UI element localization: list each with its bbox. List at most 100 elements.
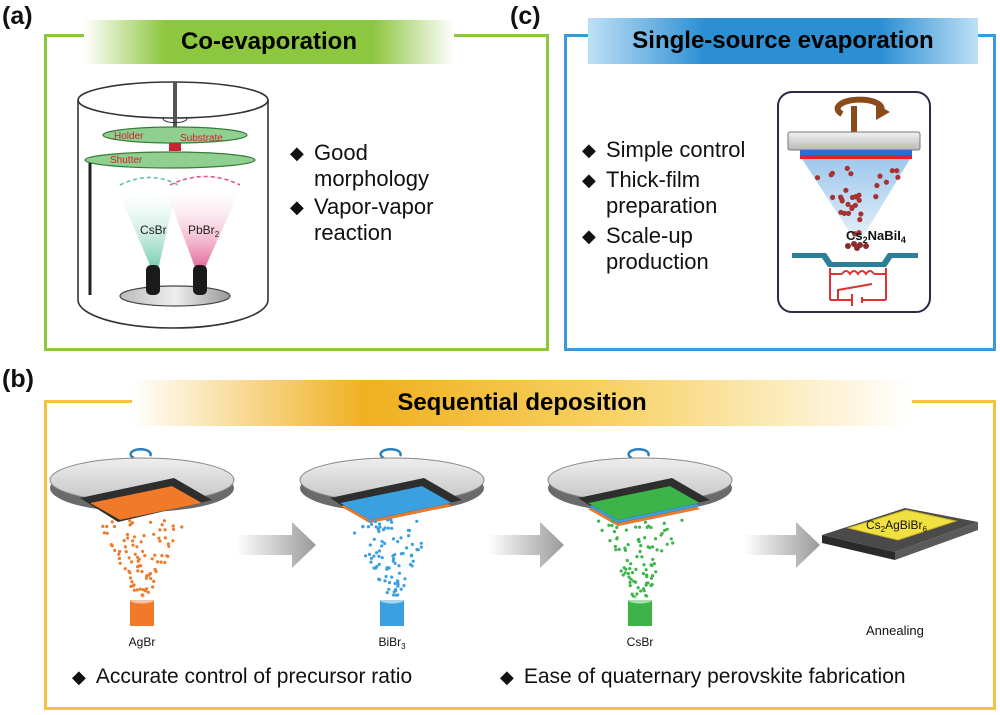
pbbr2-boat — [193, 265, 207, 295]
vapor-particle — [136, 569, 140, 573]
vapor-particle — [402, 584, 406, 588]
vapor-particle — [380, 539, 384, 544]
vapor-particle — [625, 558, 629, 563]
vapor-particle — [629, 562, 633, 566]
vapor-particle — [643, 520, 648, 524]
vapor-particle — [385, 591, 389, 595]
vapor-particle — [635, 555, 639, 559]
vapor-particle — [139, 540, 143, 544]
vapor-particle — [128, 571, 132, 575]
rotation-arrow-icon — [627, 448, 650, 460]
vapor-particle — [160, 554, 164, 558]
vapor-particle — [122, 539, 126, 543]
vapor-particle — [375, 551, 379, 555]
vapor-particle — [644, 583, 648, 587]
vapor-particle — [143, 554, 147, 558]
vapor-particle — [377, 549, 382, 553]
deposition-station: BiBr3 — [299, 448, 485, 651]
bullet-item: ◆ Good morphology — [290, 140, 429, 191]
film-red-layer — [800, 155, 912, 159]
vapor-particle — [615, 525, 619, 530]
vapor-particle — [158, 539, 162, 543]
vapor-particle — [369, 560, 373, 564]
shutter-plate — [84, 151, 256, 169]
vapor-particle — [392, 557, 396, 561]
vapor-particle — [660, 549, 664, 553]
diamond-bullet-icon: ◆ — [582, 140, 596, 160]
vapor-particle — [638, 525, 642, 529]
vapor-particle — [383, 541, 387, 546]
vapor-particle — [367, 552, 372, 557]
vapor-particle — [392, 593, 396, 597]
vapor-particle — [135, 545, 139, 549]
vapor-particle — [163, 560, 167, 565]
vapor-particle — [375, 564, 379, 569]
vapor-particle — [607, 523, 611, 527]
rotation-arrow-icon — [162, 116, 188, 124]
vapor-particle — [372, 537, 376, 541]
panel-a-bullets: ◆ Good morphology ◆ Vapor-vapor reaction — [290, 140, 433, 246]
vapor-particle — [123, 545, 127, 549]
vapor-particle — [105, 531, 109, 535]
vapor-particle — [419, 541, 423, 545]
vapor-particle — [129, 584, 133, 589]
panel-b-title: Sequential deposition — [132, 380, 912, 426]
vapor-particle — [632, 579, 636, 583]
bullet-item: ◆ Scale-up production — [582, 223, 709, 274]
vapor-particle — [370, 522, 374, 527]
panel-a-title: Co-evaporation — [84, 20, 454, 64]
vapor-particle — [377, 529, 381, 534]
vapor-particle — [101, 524, 105, 529]
vapor-particle — [171, 539, 175, 543]
crucible — [628, 600, 652, 626]
vapor-particle — [628, 567, 632, 571]
vapor-particle — [408, 562, 413, 567]
vapor-particle — [403, 577, 407, 581]
vapor-particle — [406, 528, 410, 532]
vapor-particle — [411, 559, 415, 563]
vapor-particle — [659, 533, 663, 537]
deposition-station: CsBr — [547, 448, 733, 649]
diamond-bullet-icon: ◆ — [290, 143, 304, 163]
vapor-particle — [393, 553, 397, 557]
vapor-particle — [651, 545, 655, 549]
vapor-particle — [397, 564, 401, 568]
vapor-particle — [600, 528, 604, 533]
panel-label-a: (a) — [2, 2, 33, 30]
vapor-particle — [626, 572, 631, 576]
vapor-particle — [399, 536, 403, 540]
vapor-particle — [610, 523, 614, 528]
diamond-bullet-icon: ◆ — [582, 226, 596, 246]
vapor-particle — [130, 560, 134, 564]
vapor-particle — [395, 579, 400, 583]
vapor-particle — [648, 546, 652, 550]
vapor-particle — [171, 527, 176, 532]
vapor-particle — [180, 525, 184, 529]
vapor-particle — [634, 525, 638, 529]
vapor-particle — [626, 543, 630, 547]
rotation-arrowhead-icon — [876, 104, 890, 120]
vapor-particle — [635, 592, 639, 596]
vapor-particle — [645, 575, 649, 579]
vapor-particle — [621, 573, 625, 577]
vapor-particle — [353, 531, 357, 535]
vapor-particle — [649, 583, 653, 588]
vapor-particle — [131, 543, 135, 547]
vapor-particle — [629, 577, 633, 581]
vapor-particle — [651, 574, 655, 578]
vapor-particle — [638, 549, 642, 554]
panel-label-b: (b) — [2, 365, 34, 393]
vapor-particle — [166, 554, 170, 559]
vapor-particle — [149, 520, 153, 524]
vapor-particle — [390, 526, 394, 531]
process-arrow — [488, 522, 564, 568]
vapor-particle — [387, 566, 391, 570]
diamond-bullet-icon: ◆ — [582, 170, 596, 190]
vapor-particle — [380, 556, 384, 560]
deposited-layer — [339, 485, 453, 521]
vapor-particle — [132, 535, 136, 539]
pbbr2-vapor-cone — [166, 190, 240, 270]
vapor-particle — [368, 519, 372, 523]
